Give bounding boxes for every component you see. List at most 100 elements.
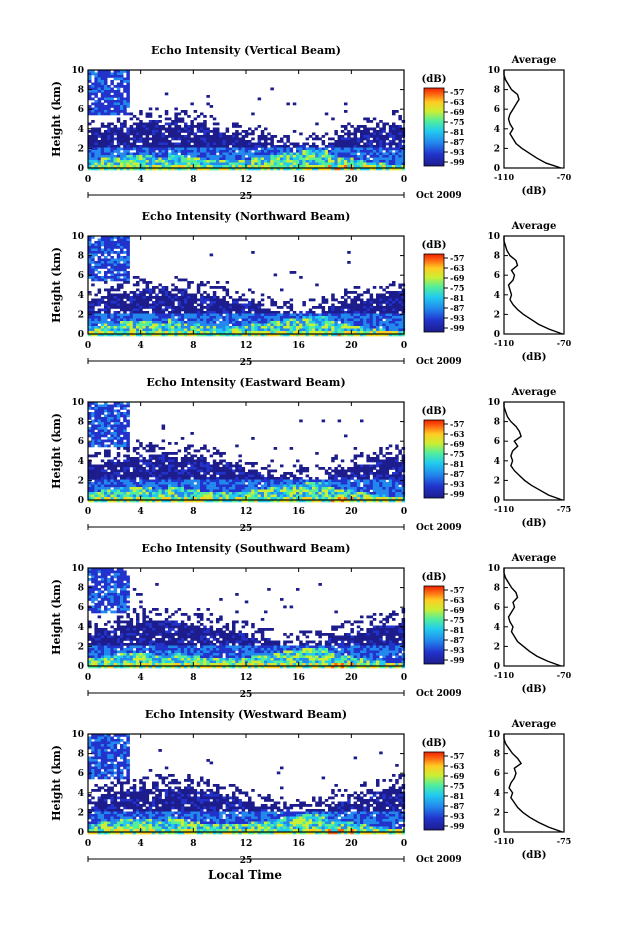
colorbar: [423, 87, 445, 167]
colorbar-tick-label: -69: [450, 107, 465, 117]
avg-x-tick-label: -70: [557, 172, 572, 182]
colorbar-unit: (dB): [422, 738, 447, 749]
y-tick-label: 10: [71, 398, 84, 408]
avg-y-tick-label: 8: [494, 750, 500, 760]
colorbar-tick-label: -69: [450, 605, 465, 615]
x-tick-label: 4: [138, 175, 144, 185]
colorbar-tick-label: -57: [450, 585, 464, 595]
avg-y-tick-label: 2: [494, 642, 500, 652]
date-label: 25: [240, 524, 253, 534]
y-tick-label: 2: [78, 310, 84, 320]
colorbar-tick-label: -81: [450, 625, 464, 635]
avg-y-tick-label: 10: [487, 66, 500, 76]
panel-2: Echo Intensity (Northward Beam)0 4 8 12 16 20…: [50, 210, 572, 368]
colorbar-tick-label: -93: [450, 645, 465, 655]
month-label: Oct 2009: [416, 357, 462, 367]
colorbar: [423, 253, 445, 333]
y-axis-label: Height (km): [50, 81, 63, 157]
colorbar-tick-label: -57: [450, 253, 464, 263]
avg-y-tick-label: 8: [494, 584, 500, 594]
average-profile-line: [503, 734, 563, 833]
colorbar-tick-label: -87: [450, 469, 464, 479]
average-xlabel: (dB): [522, 850, 547, 861]
colorbar-tick-label: -57: [450, 419, 464, 429]
average-xlabel: (dB): [522, 186, 547, 197]
avg-y-tick-label: 10: [487, 730, 500, 740]
average-profile-line: [503, 402, 563, 501]
colorbar-tick-label: -81: [450, 791, 464, 801]
colorbar-tick-label: -81: [450, 127, 464, 137]
x-tick-label: 0: [401, 673, 407, 683]
month-label: Oct 2009: [416, 689, 462, 699]
avg-y-tick-label: 10: [487, 232, 500, 242]
colorbar-tick-label: -87: [450, 303, 464, 313]
avg-y-tick-label: 8: [494, 418, 500, 428]
average-frame: [503, 401, 565, 501]
colorbar: [423, 585, 445, 665]
x-tick-label: 0: [401, 507, 407, 517]
avg-y-tick-label: 2: [494, 144, 500, 154]
x-tick-label: 16: [292, 341, 305, 351]
y-axis-label: Height (km): [50, 247, 63, 323]
colorbar-tick-label: -99: [450, 157, 465, 167]
avg-x-tick-label: -110: [494, 836, 514, 846]
month-label: Oct 2009: [416, 191, 462, 201]
colorbar-tick-label: -69: [450, 771, 465, 781]
x-tick-label: 8: [190, 839, 196, 849]
avg-y-tick-label: 6: [494, 437, 500, 447]
colorbar-tick-label: -81: [450, 293, 464, 303]
colorbar-unit: (dB): [422, 406, 447, 417]
x-axis-title: Local Time: [208, 868, 282, 882]
colorbar-tick-label: -87: [450, 801, 464, 811]
date-label: 25: [240, 690, 253, 700]
x-tick-label: 12: [240, 839, 253, 849]
y-axis-label: Height (km): [50, 745, 63, 821]
y-tick-label: 4: [78, 457, 84, 467]
average-profile-line: [503, 568, 562, 667]
avg-y-tick-label: 0: [494, 496, 500, 506]
x-tick-label: 0: [85, 341, 91, 351]
y-tick-label: 10: [71, 564, 84, 574]
average-title: Average: [511, 221, 557, 232]
panel-3: Echo Intensity (Eastward Beam)0 4 8 12 16 20 0…: [50, 376, 571, 534]
average-xlabel: (dB): [522, 684, 547, 695]
avg-y-tick-label: 0: [494, 662, 500, 672]
avg-x-tick-label: -75: [557, 504, 571, 514]
x-tick-label: 0: [401, 839, 407, 849]
y-tick-label: 0: [78, 828, 84, 838]
average-title: Average: [511, 55, 557, 66]
avg-y-tick-label: 10: [487, 398, 500, 408]
x-tick-label: 8: [190, 507, 196, 517]
y-tick-label: 2: [78, 476, 84, 486]
x-tick-label: 12: [240, 175, 253, 185]
avg-y-tick-label: 6: [494, 271, 500, 281]
panel-title: Echo Intensity (Northward Beam): [142, 210, 351, 223]
y-tick-label: 4: [78, 623, 84, 633]
average-title: Average: [511, 387, 557, 398]
colorbar-tick-label: -57: [450, 751, 464, 761]
y-tick-label: 6: [78, 769, 84, 779]
colorbar-unit: (dB): [422, 572, 447, 583]
y-tick-label: 0: [78, 496, 84, 506]
x-tick-label: 12: [240, 341, 253, 351]
x-tick-label: 0: [85, 839, 91, 849]
avg-x-tick-label: -70: [557, 670, 572, 680]
avg-y-tick-label: 6: [494, 603, 500, 613]
x-tick-label: 8: [190, 175, 196, 185]
y-tick-label: 2: [78, 642, 84, 652]
avg-x-tick-label: -75: [557, 836, 571, 846]
y-tick-label: 0: [78, 662, 84, 672]
y-tick-label: 8: [78, 86, 84, 96]
colorbar-tick-label: -99: [450, 655, 465, 665]
y-tick-label: 0: [78, 164, 84, 174]
y-tick-label: 10: [71, 66, 84, 76]
average-title: Average: [511, 553, 557, 564]
y-tick-label: 10: [71, 232, 84, 242]
y-tick-label: 2: [78, 808, 84, 818]
avg-y-tick-label: 0: [494, 164, 500, 174]
x-tick-label: 20: [345, 507, 358, 517]
heatmap-cells: [88, 568, 406, 669]
x-tick-label: 8: [190, 673, 196, 683]
y-axis-label: Height (km): [50, 579, 63, 655]
avg-x-tick-label: -110: [494, 172, 514, 182]
